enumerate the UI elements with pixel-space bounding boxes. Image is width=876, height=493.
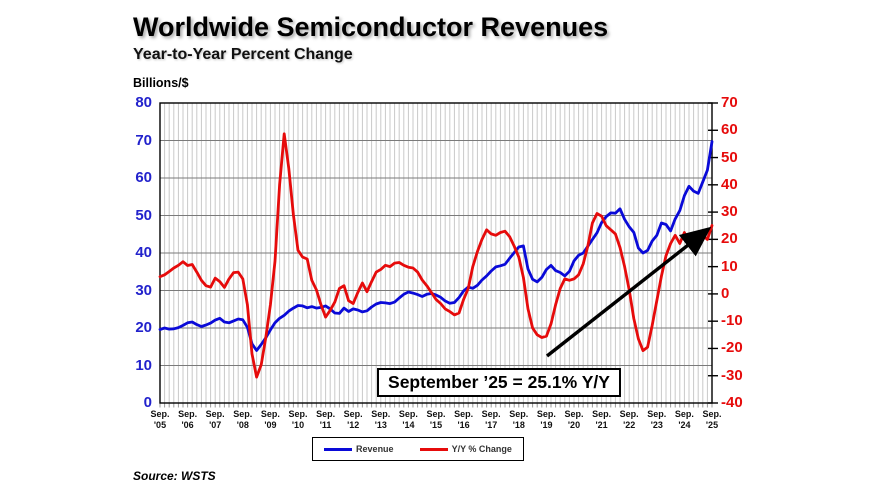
left-axis-tick-label: 10 <box>135 356 152 374</box>
x-axis-tick-label: Sep. '09 <box>260 409 280 430</box>
right-axis-tick-label: -20 <box>721 339 743 357</box>
x-axis-tick-label: Sep. '14 <box>398 409 418 430</box>
right-axis-tick-label: -30 <box>721 366 743 384</box>
x-axis-ticks <box>159 403 713 408</box>
yoy-line-swatch <box>419 447 448 451</box>
plot-frame <box>159 102 713 404</box>
chart-subtitle: Year-to-Year Percent Change <box>133 46 353 63</box>
x-axis-tick-label: Sep. '25 <box>702 409 722 430</box>
x-axis-tick-label: Sep. '23 <box>647 409 667 430</box>
legend-yoy-label: Y/Y % Change <box>451 444 512 454</box>
left-axis-tick-label: 30 <box>135 281 152 299</box>
revenue-line-swatch <box>324 447 353 451</box>
left-axis-tick-label: 80 <box>135 94 152 111</box>
left-axis-tick-label: 60 <box>135 169 152 186</box>
right-axis-tick-label: 30 <box>721 203 738 221</box>
legend: Revenue Y/Y % Change <box>312 437 524 461</box>
left-axis-unit-label: Billions/$ <box>133 76 189 90</box>
x-axis-tick-label: Sep. '06 <box>178 409 198 430</box>
left-axis-tick-label: 50 <box>135 206 152 224</box>
x-axis-tick-label: Sep. '11 <box>316 409 336 430</box>
right-axis-tick-label: 0 <box>721 284 730 302</box>
right-axis-tick-label: 50 <box>721 148 738 166</box>
right-axis-tick-label: -40 <box>721 394 743 411</box>
x-axis-tick-label: Sep. '07 <box>205 409 225 430</box>
x-axis-tick-label: Sep. '05 <box>150 409 170 430</box>
trend-arrow <box>545 226 712 358</box>
right-axis-tick-label: 40 <box>721 175 738 193</box>
x-axis-tick-label: Sep. '17 <box>481 409 501 430</box>
x-axis-tick-label: Sep. '18 <box>509 409 529 430</box>
x-axis-tick-label: Sep. '21 <box>592 409 612 430</box>
left-axis-tick-label: 70 <box>135 131 152 149</box>
right-axis-tick-label: 10 <box>721 257 738 275</box>
left-axis-tick-label: 40 <box>135 244 152 261</box>
x-axis-tick-label: Sep. '12 <box>343 409 363 430</box>
left-axis-tick-label: 20 <box>135 319 152 336</box>
source-label: Source: WSTS <box>133 469 216 483</box>
x-axis-tick-label: Sep. '13 <box>371 409 391 430</box>
x-axis-tick-label: Sep. '10 <box>288 409 308 430</box>
legend-item-revenue: Revenue <box>324 444 394 454</box>
annotation-box: September ’25 = 25.1% Y/Y <box>377 368 621 397</box>
x-axis-tick-label: Sep. '22 <box>619 409 639 430</box>
right-axis-tick-label: 70 <box>721 94 738 111</box>
legend-item-yoy: Y/Y % Change <box>419 444 512 454</box>
legend-revenue-label: Revenue <box>356 444 394 454</box>
chart-title: Worldwide Semiconductor Revenues <box>133 12 609 42</box>
yoy-line <box>158 132 714 379</box>
x-axis-tick-label: Sep. '16 <box>454 409 474 430</box>
x-axis-tick-label: Sep. '15 <box>426 409 446 430</box>
x-axis-tick-label: Sep. '24 <box>674 409 694 430</box>
left-axis-tick-label: 0 <box>143 394 152 411</box>
right-axis-ticks <box>708 102 718 404</box>
right-axis-tick-label: -10 <box>721 312 743 330</box>
x-axis-tick-label: Sep. '19 <box>536 409 556 430</box>
x-axis-tick-label: Sep. '20 <box>564 409 584 430</box>
x-axis-tick-label: Sep. '08 <box>233 409 253 430</box>
right-axis-tick-label: 60 <box>721 121 738 139</box>
right-axis-tick-label: 20 <box>721 230 738 248</box>
